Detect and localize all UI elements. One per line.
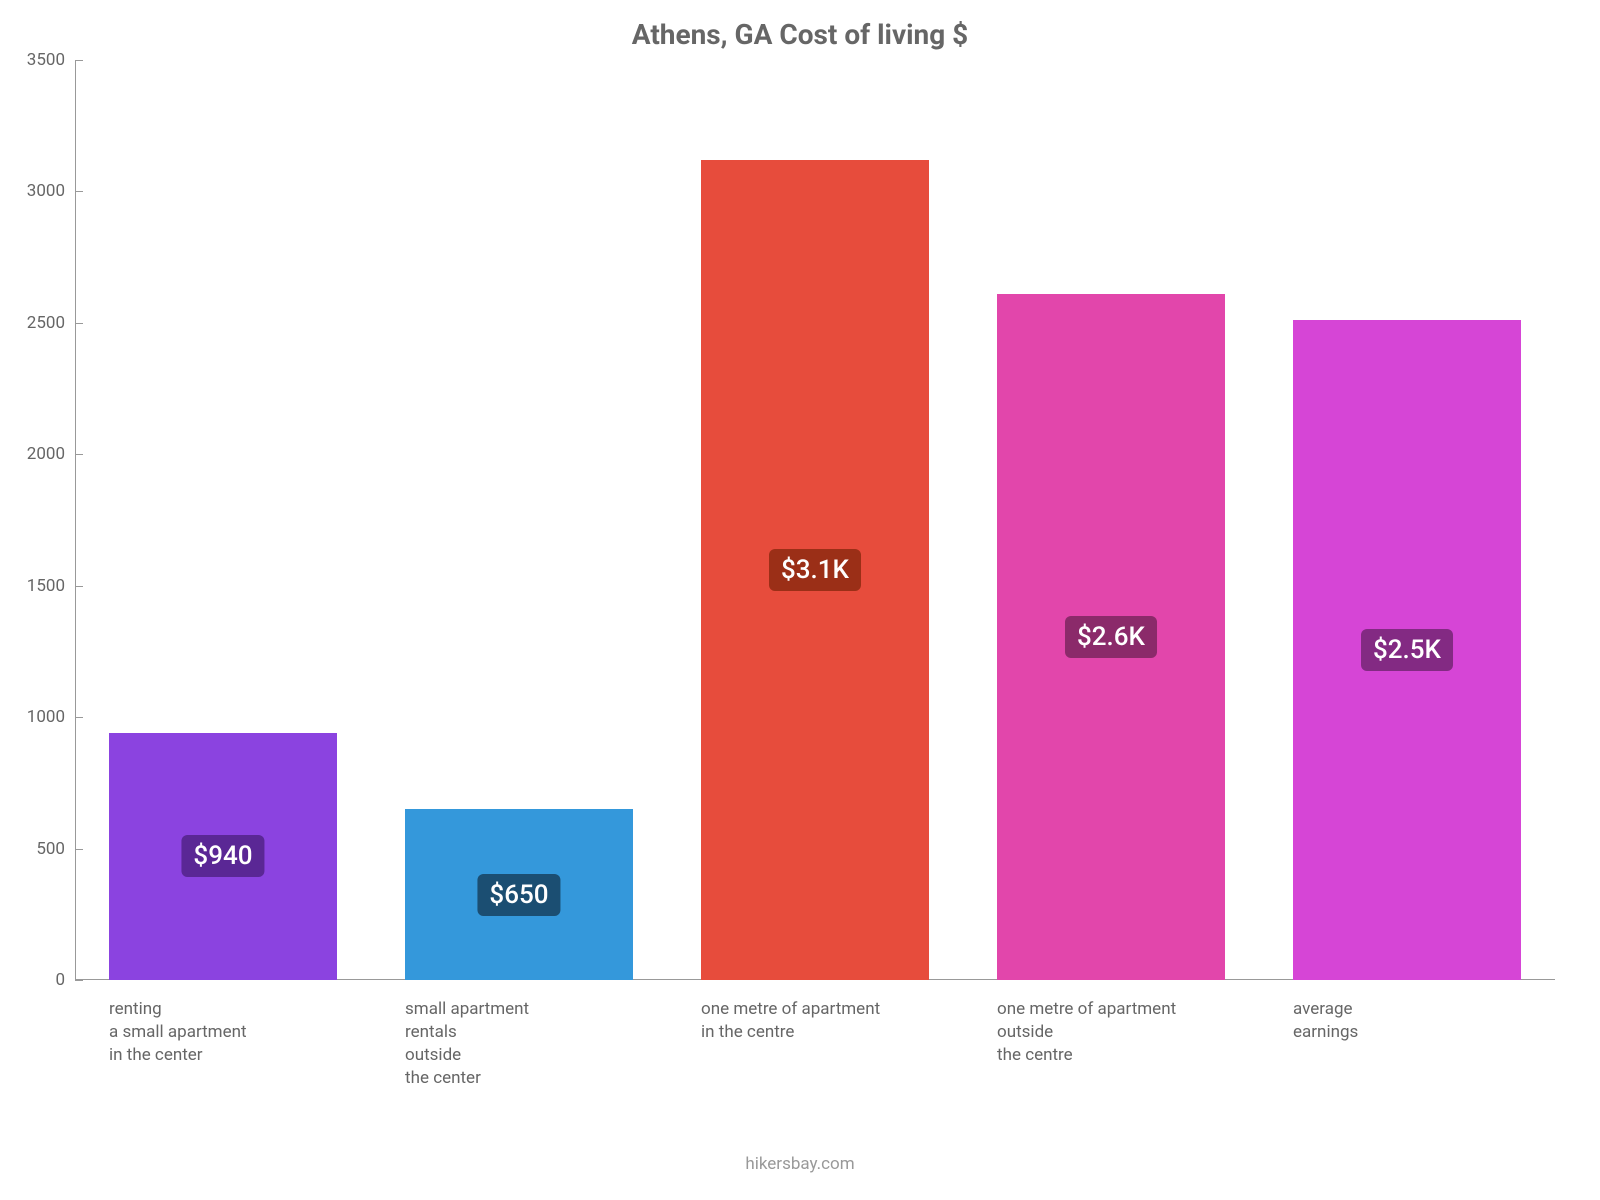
- plot-area: 0500100015002000250030003500$940renting …: [75, 60, 1555, 980]
- y-tick: [75, 191, 83, 192]
- x-category-label: one metre of apartment in the centre: [701, 998, 929, 1044]
- x-category-label: renting a small apartment in the center: [109, 998, 337, 1067]
- y-tick-label: 3500: [27, 50, 75, 70]
- chart-source: hikersbay.com: [0, 1154, 1600, 1174]
- bar-value-label: $650: [477, 874, 560, 916]
- bar-value-label: $2.5K: [1361, 629, 1453, 671]
- x-category-label: small apartment rentals outside the cent…: [405, 998, 633, 1090]
- y-tick: [75, 323, 83, 324]
- chart-title: Athens, GA Cost of living $: [0, 18, 1600, 51]
- bar: $2.5K: [1293, 320, 1521, 980]
- y-tick: [75, 717, 83, 718]
- y-tick-label: 2000: [27, 444, 75, 464]
- x-category-label: average earnings: [1293, 998, 1521, 1044]
- bar-value-label: $2.6K: [1065, 616, 1157, 658]
- bar-value-label: $940: [181, 835, 264, 877]
- y-tick-label: 2500: [27, 313, 75, 333]
- y-tick-label: 1500: [27, 576, 75, 596]
- y-tick: [75, 849, 83, 850]
- y-tick-label: 3000: [27, 181, 75, 201]
- bar: $3.1K: [701, 160, 929, 980]
- x-category-label: one metre of apartment outside the centr…: [997, 998, 1225, 1067]
- cost-of-living-chart: Athens, GA Cost of living $ 050010001500…: [0, 0, 1600, 1200]
- bar: $2.6K: [997, 294, 1225, 980]
- y-tick-label: 0: [55, 970, 75, 990]
- y-tick: [75, 60, 83, 61]
- y-tick-label: 500: [36, 839, 75, 859]
- y-tick: [75, 454, 83, 455]
- y-tick-label: 1000: [27, 707, 75, 727]
- bar: $940: [109, 733, 337, 980]
- bar: $650: [405, 809, 633, 980]
- y-axis-line: [75, 60, 76, 980]
- y-tick: [75, 980, 83, 981]
- bar-value-label: $3.1K: [769, 549, 861, 591]
- y-tick: [75, 586, 83, 587]
